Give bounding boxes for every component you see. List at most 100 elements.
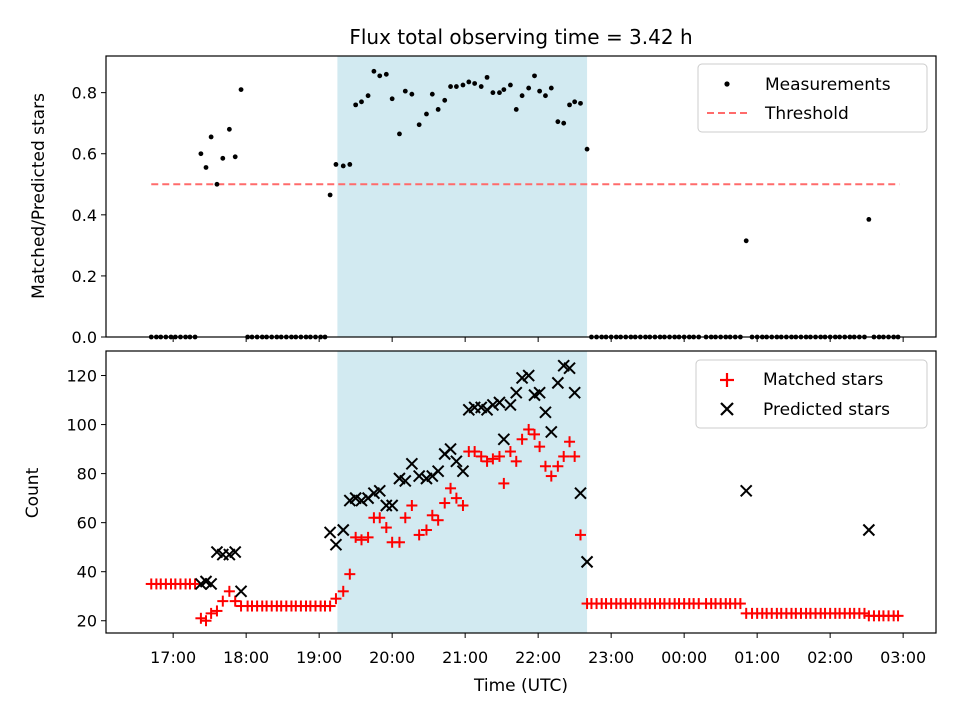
predicted-star-point [323,526,337,539]
matched-star-point [569,450,581,462]
matched-star-point [469,446,481,458]
matched-star-point [399,512,411,524]
bottom-panel: 20 40 60 80 100 120 17:00 18:00 19:00 20:00 21:00… [23,350,937,696]
bottom-y-ticks: 20 40 60 80 100 120 [66,367,106,631]
predicted-star-point [510,386,523,399]
x-axis-label: Time (UTC) [473,676,568,696]
matched-star-point [892,610,904,622]
predicted-star-point [405,457,419,471]
matched-star-point [545,470,557,482]
measurement-point [578,100,583,106]
matched-star-point [337,585,349,597]
measurement-point [214,181,220,187]
matched-star-point [523,423,535,435]
matched-star-point [324,600,336,612]
predicted-star-point [486,398,500,412]
bottom-y-tick-label: 80 [77,465,97,484]
matched-star-point [393,536,405,548]
measurement-point [383,71,389,77]
matched-star-point [406,499,418,511]
measurement-point [371,68,377,74]
top-legend-box [697,63,928,133]
matched-star-point [362,531,374,543]
matched-star-point [487,453,499,465]
measurement-point [389,96,395,102]
bottom-y-tick-label: 100 [66,416,97,435]
measurement-point [460,82,466,88]
matched-star-point [355,534,367,546]
top-legend: Measurements Threshold [697,63,928,133]
matched-star-point [558,450,570,462]
matched-star-point [539,460,551,472]
matched-star-point [552,460,564,472]
measurement-point [453,84,459,89]
measurement-point [232,154,238,160]
top-y-axis-label: Matched/Predicted stars [29,93,49,299]
measurement-point [526,85,532,91]
measurement-point [584,146,590,152]
measurement-point [435,107,441,112]
top-panel: 0.00.20.40.60.8 Matched/Predicted stars … [29,55,937,347]
measurement-point [519,93,525,99]
measurement-point [561,120,567,126]
measurement-point [543,93,548,99]
matched-star-point [450,492,462,504]
measurement-point [513,107,519,112]
top-x-ticks [172,337,904,342]
measurement-point [497,90,502,96]
matched-star-point [211,605,223,617]
matched-star-point [504,446,516,458]
measurement-point [478,84,484,89]
top-y-tick-label: 0.2 [72,267,97,286]
measurement-point [365,93,371,99]
matched-star-point [205,607,217,619]
matched-star-point [217,595,229,607]
matched-star-point [420,524,432,536]
top-plot-frame [105,55,937,338]
measurement-point [567,102,572,108]
matched-star-point [350,531,362,543]
measurement-point [208,134,214,140]
predicted-star-point [539,406,552,419]
matched-star-point [344,568,356,580]
measurement-point [424,111,429,117]
measurement-point [484,74,490,80]
measurement-point [555,119,561,125]
measurement-point [340,163,346,169]
bottom-y-tick-label: 40 [77,563,97,582]
bottom-legend: Matched stars Predicted stars [695,359,928,429]
legend-measurements-marker [724,81,730,87]
predicted-star-point [551,376,565,390]
measurement-point [472,81,478,86]
matched-star-point [426,509,438,521]
predicted-star-point [739,484,753,497]
predicted-star-point [574,487,587,500]
predicted-star-point [568,386,581,399]
measurement-point [198,151,204,157]
chart-title: Flux total observing time = 3.42 h [349,25,692,49]
predicted-star-point [504,398,517,412]
x-tick-label: 18:00 [223,648,269,667]
measurement-point [501,87,507,92]
legend-threshold-label: Threshold [764,104,849,124]
matched-star-point [200,615,212,627]
matched-star-point [734,598,746,610]
predicted-star-point [373,484,386,497]
matched-star-point [516,433,528,445]
predicted-star-point [412,469,426,483]
top-y-tick-label: 0.4 [72,206,97,225]
measurement-point [203,165,209,170]
top-observing-span [337,56,588,337]
x-tick-label: 00:00 [661,648,707,667]
measurement-point [220,155,226,161]
matched-star-point [223,585,235,597]
measurement-point [416,122,422,128]
x-tick-label: 20:00 [369,648,415,667]
predicted-star-point [355,494,368,507]
predicted-star-point [522,369,535,382]
legend-measurements-label: Measurements [765,75,891,95]
matched-star-point [439,497,451,509]
predicted-star-point [563,361,576,375]
legend-predicted-marker [720,402,734,416]
measurement-point [490,90,496,96]
